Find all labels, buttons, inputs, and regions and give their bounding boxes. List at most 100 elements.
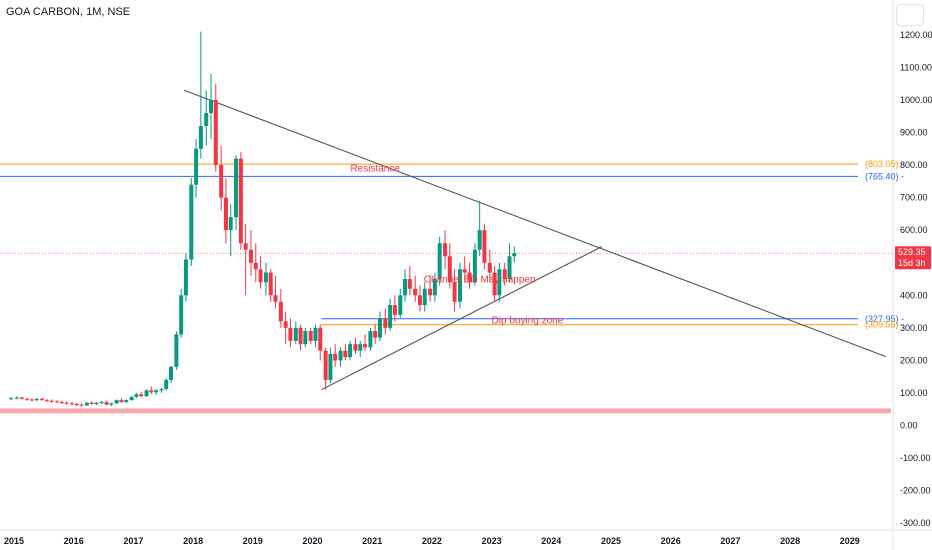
candle-body bbox=[428, 288, 433, 296]
candle bbox=[288, 318, 293, 348]
candle-body bbox=[89, 402, 94, 405]
candle-body bbox=[25, 398, 30, 400]
x-tick-label: 2018 bbox=[183, 536, 203, 546]
candle-body bbox=[119, 400, 124, 403]
candle-body bbox=[198, 126, 203, 149]
candle bbox=[258, 256, 263, 289]
candle-body bbox=[228, 217, 233, 231]
candle-body bbox=[183, 259, 188, 296]
candle-body bbox=[377, 318, 382, 338]
y-tick-label: 400.00 bbox=[900, 290, 928, 300]
candle bbox=[204, 90, 209, 146]
candle bbox=[9, 396, 14, 401]
y-tick-label: 300.00 bbox=[900, 323, 928, 333]
candle-body bbox=[34, 398, 39, 401]
candle-body bbox=[497, 269, 502, 296]
candle-body bbox=[467, 272, 472, 283]
candle-body bbox=[353, 344, 358, 351]
candle bbox=[194, 139, 199, 198]
candle bbox=[263, 262, 268, 296]
candle bbox=[273, 275, 278, 309]
y-tick-label: -300.00 bbox=[900, 518, 931, 528]
candle-body bbox=[323, 350, 328, 380]
candle bbox=[19, 396, 24, 400]
candle bbox=[443, 230, 448, 270]
horizontal-levels: (803.05) - (765.40) - (327.95) -(309.55) - bbox=[0, 159, 904, 414]
candle bbox=[234, 155, 239, 231]
candle-body bbox=[54, 401, 59, 403]
candle bbox=[223, 178, 228, 244]
last-price-tag bbox=[895, 246, 931, 270]
candle bbox=[482, 223, 487, 270]
candle bbox=[268, 269, 273, 302]
trendline-ascending bbox=[321, 245, 603, 391]
y-tick-label: 1200.00 bbox=[900, 30, 932, 40]
candle-body bbox=[124, 400, 129, 403]
candle bbox=[144, 389, 149, 397]
candle-body bbox=[403, 279, 408, 296]
x-tick-label: 2016 bbox=[64, 536, 84, 546]
candle bbox=[353, 337, 358, 354]
candle-body bbox=[268, 272, 273, 296]
candle-body bbox=[313, 327, 318, 341]
candle bbox=[492, 266, 497, 302]
candle bbox=[74, 402, 79, 406]
candle-body bbox=[164, 379, 169, 390]
candle bbox=[129, 396, 134, 401]
candle bbox=[398, 288, 403, 319]
support-band bbox=[0, 408, 891, 414]
candle-body bbox=[44, 400, 49, 402]
candle-body bbox=[348, 344, 353, 358]
candle-body bbox=[109, 403, 114, 405]
candle bbox=[119, 398, 124, 403]
candle-body bbox=[59, 402, 64, 404]
level-tag-dip-zone: (309.55) - bbox=[865, 320, 904, 330]
time-axis: 2015 2016 2017 2018 2019 2020 2021 2022 2023 2024… bbox=[4, 536, 860, 546]
candle bbox=[437, 236, 442, 286]
candle bbox=[209, 73, 214, 140]
y-tick-label: 700.00 bbox=[900, 193, 928, 203]
candle bbox=[487, 249, 492, 283]
candle-body bbox=[154, 390, 159, 393]
x-tick-label: 2024 bbox=[541, 536, 561, 546]
candle-body bbox=[99, 402, 104, 404]
candle bbox=[59, 400, 64, 405]
candle-body bbox=[249, 249, 254, 263]
candle-body bbox=[368, 331, 373, 348]
candle-body bbox=[328, 353, 333, 380]
annotation-label: Dip buying zone bbox=[492, 316, 564, 327]
candle-body bbox=[303, 331, 308, 345]
candle bbox=[477, 200, 482, 257]
candle-body bbox=[64, 402, 69, 404]
candle-body bbox=[174, 334, 179, 367]
candle bbox=[452, 269, 457, 312]
candle bbox=[497, 262, 502, 302]
candle-body bbox=[278, 301, 283, 322]
candle bbox=[54, 400, 59, 404]
candle-body bbox=[179, 295, 184, 335]
candle-body bbox=[223, 197, 228, 231]
chart-menu-button[interactable] bbox=[896, 4, 924, 26]
candle-body bbox=[318, 327, 323, 351]
candle-body bbox=[447, 256, 452, 283]
candle bbox=[14, 396, 19, 400]
candle-body bbox=[273, 295, 278, 302]
candle-body bbox=[84, 402, 89, 406]
candle-body bbox=[14, 397, 19, 399]
candle bbox=[348, 340, 353, 361]
candle-body bbox=[308, 331, 313, 341]
candle-body bbox=[477, 230, 482, 250]
candle bbox=[432, 272, 437, 302]
candle bbox=[228, 204, 233, 257]
x-tick-label: 2027 bbox=[720, 536, 740, 546]
annotation-label: Channel BD May happen bbox=[424, 274, 536, 285]
candle bbox=[388, 298, 393, 332]
candle-body bbox=[422, 288, 427, 306]
trendlines bbox=[183, 89, 886, 391]
candle bbox=[293, 321, 298, 345]
y-tick-label: 1000.00 bbox=[900, 95, 932, 105]
x-tick-label: 2028 bbox=[780, 536, 800, 546]
candle bbox=[413, 275, 418, 302]
